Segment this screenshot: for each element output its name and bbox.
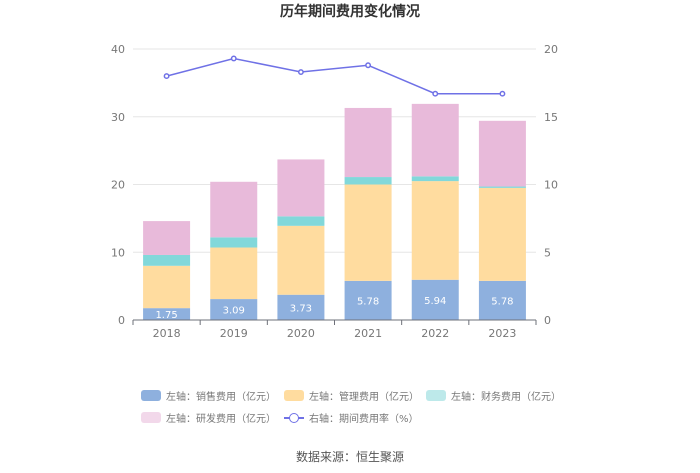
bar-sales — [277, 294, 325, 320]
legend-label-rnd: 左轴：研发费用（亿元） — [166, 414, 276, 425]
bar-rnd — [344, 107, 392, 178]
legend-swatch-rate — [284, 412, 304, 423]
bar-admin — [344, 184, 392, 281]
rate-point — [230, 55, 237, 62]
rate-point — [499, 90, 506, 97]
bar-admin — [210, 247, 258, 300]
y-left-axis: 0 10 20 30 40 — [111, 43, 125, 327]
bar-admin — [143, 265, 191, 309]
y-left-tick-label: 0 — [118, 314, 125, 327]
bar-data-label: 5.78 — [357, 296, 379, 307]
legend-swatch-rnd — [141, 412, 161, 423]
bar-sales — [411, 279, 459, 320]
bar-finance — [478, 186, 526, 188]
bar-data-label: 5.94 — [424, 296, 446, 307]
legend-swatch-finance — [426, 390, 446, 401]
y-right-tick-label: 5 — [544, 246, 551, 259]
legend-item-rnd[interactable]: 左轴：研发费用（亿元） — [141, 410, 276, 425]
data-labels: 1.75 3.09 3.73 5.78 5.94 5.78 — [155, 296, 513, 321]
rate-point — [432, 90, 439, 97]
bar-finance — [210, 237, 258, 248]
legend-item-sales[interactable]: 左轴：销售费用（亿元） — [141, 388, 276, 403]
bar-finance — [344, 177, 392, 185]
bar-finance — [411, 176, 459, 182]
bar-data-label: 3.09 — [223, 306, 245, 317]
bar-finance — [143, 254, 191, 266]
bar-rnd — [478, 120, 526, 187]
rate-point — [297, 69, 304, 75]
y-right-tick-label: 10 — [544, 179, 558, 192]
y-right-tick-label: 15 — [544, 111, 558, 124]
x-axis: 2018 2019 2020 2021 2022 2023 — [132, 319, 537, 340]
rate-line — [163, 55, 506, 97]
rate-point — [163, 73, 170, 80]
bar-sales — [143, 308, 191, 320]
legend-item-finance[interactable]: 左轴：财务费用（亿元） — [426, 388, 561, 403]
grid — [133, 48, 536, 253]
bar-rnd — [143, 221, 191, 255]
bar-sales — [344, 280, 392, 320]
legend-item-rate[interactable]: 右轴：期间费用率（%） — [284, 410, 419, 425]
bar-finance — [277, 216, 325, 226]
bar-admin — [478, 187, 526, 281]
x-tick-label: 2021 — [354, 327, 382, 340]
y-left-tick-label: 30 — [111, 111, 125, 124]
bars — [143, 103, 526, 320]
legend-item-admin[interactable]: 左轴：管理费用（亿元） — [284, 388, 419, 403]
y-right-tick-label: 20 — [544, 43, 558, 56]
y-left-tick-label: 20 — [111, 179, 125, 192]
rate-point — [365, 62, 372, 69]
bar-data-label: 5.78 — [491, 296, 513, 307]
x-tick-label: 2019 — [220, 327, 248, 340]
legend-label-rate: 右轴：期间费用率（%） — [309, 414, 419, 425]
y-left-tick-label: 40 — [111, 43, 125, 56]
x-tick-label: 2023 — [488, 327, 516, 340]
bar-admin — [277, 225, 325, 295]
chart-canvas: 历年期间费用变化情况 0 10 20 30 40 0 5 10 15 20 1.75 3.09 3.… — [111, 3, 558, 340]
bar-rnd — [277, 159, 325, 217]
x-tick-label: 2020 — [287, 327, 315, 340]
bar-sales — [210, 299, 258, 320]
bar-rnd — [210, 181, 258, 238]
bar-sales — [478, 280, 526, 320]
rate-line-path — [166, 57, 503, 95]
y-right-axis: 0 5 10 15 20 — [544, 43, 558, 327]
legend-label-admin: 左轴：管理费用（亿元） — [309, 392, 419, 403]
y-left-tick-label: 10 — [111, 246, 125, 259]
legend-swatch-admin — [284, 390, 304, 401]
chart-title: 历年期间费用变化情况 — [280, 3, 420, 20]
legend-label-finance: 左轴：财务费用（亿元） — [451, 392, 561, 403]
bar-data-label: 1.75 — [155, 310, 177, 321]
source-note: 数据来源：恒生聚源 — [295, 450, 404, 464]
bar-data-label: 3.73 — [290, 303, 312, 314]
y-right-tick-label: 0 — [544, 314, 551, 327]
legend-label-sales: 左轴：销售费用（亿元） — [166, 392, 276, 403]
x-tick-label: 2022 — [421, 327, 449, 340]
bar-admin — [411, 181, 459, 280]
legend-swatch-sales — [141, 390, 161, 401]
bar-rnd — [411, 103, 459, 177]
x-tick-label: 2018 — [153, 327, 181, 340]
